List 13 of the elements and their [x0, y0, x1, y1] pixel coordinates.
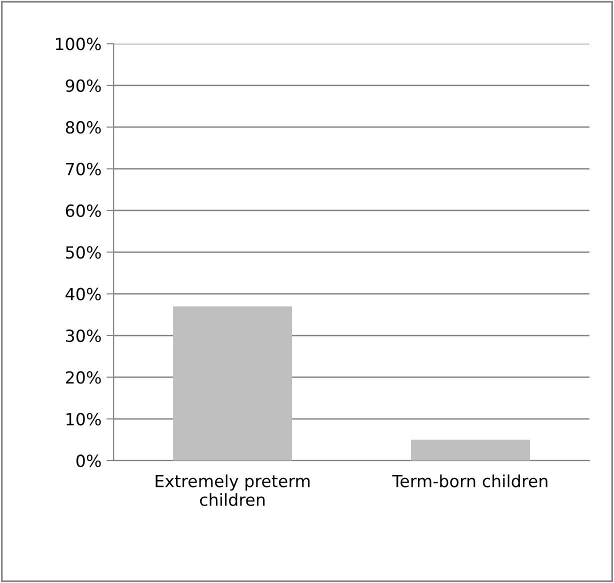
y-tick-label: 40%: [66, 288, 101, 300]
y-tick-label: 0%: [76, 454, 101, 468]
y-tick-label: 60%: [66, 204, 101, 218]
y-tick-label: 10%: [66, 412, 101, 426]
y-tick-label: 70%: [66, 162, 101, 176]
x-tick-label: Extremely preterm children: [156, 474, 310, 506]
y-tick-label: 100%: [56, 38, 101, 50]
y-tick-label: 50%: [66, 246, 101, 259]
y-tick-label: 90%: [66, 79, 101, 92]
x-tick-label: Term-born children: [392, 474, 548, 488]
y-tick-label: 30%: [66, 329, 101, 342]
y-tick-label: 20%: [66, 371, 101, 384]
y-tick-label: 80%: [66, 121, 101, 134]
